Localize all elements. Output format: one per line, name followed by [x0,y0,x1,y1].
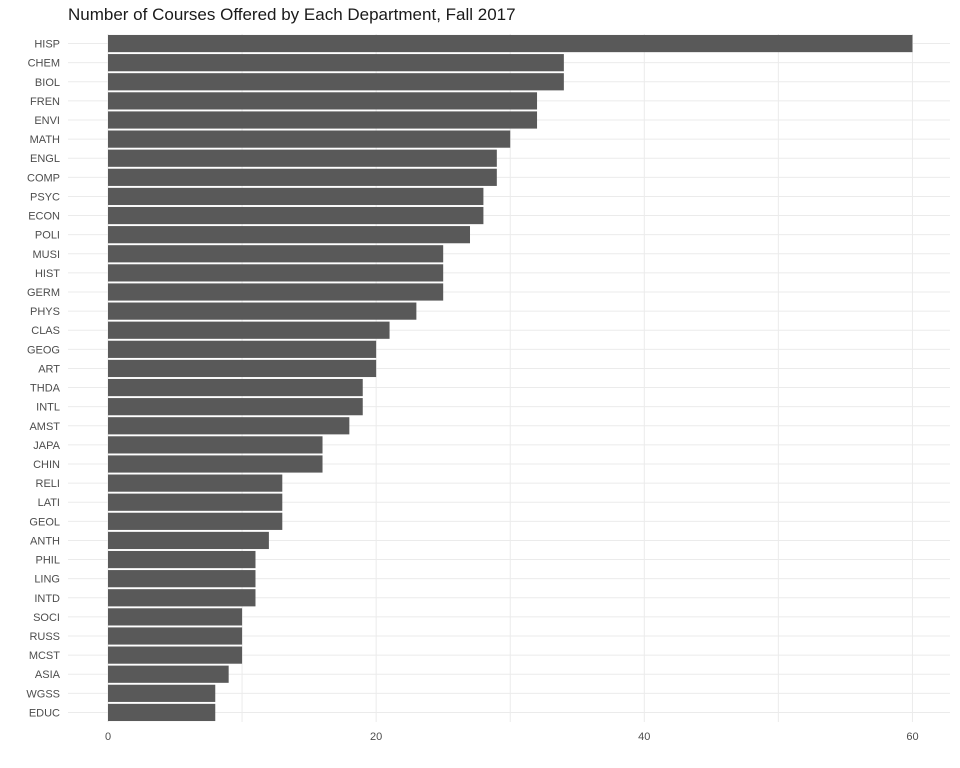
category-label-fren: FREN [30,96,60,108]
category-label-chem: CHEM [28,58,60,70]
bar-biol [108,73,564,91]
category-label-hisp: HISP [34,39,60,51]
bar-wgss [108,684,216,702]
category-label-geol: GEOL [29,516,60,528]
chart-title: Number of Courses Offered by Each Depart… [68,5,516,24]
x-tick-label: 0 [105,731,111,743]
category-label-musi: MUSI [33,249,61,261]
category-label-clas: CLAS [31,325,60,337]
bar-ling [108,570,256,588]
category-label-reli: RELI [36,478,60,490]
bar-intl [108,398,363,416]
x-tick-label: 20 [370,731,382,743]
bar-envi [108,111,538,129]
bar-hisp [108,34,913,53]
category-label-phys: PHYS [30,306,60,318]
category-label-comp: COMP [27,172,60,184]
category-label-hist: HIST [35,268,60,280]
bar-lati [108,493,283,511]
category-labels: HISP CHEM BIOL FREN ENVI MATH ENGL COMP PSYC ECON… [26,39,60,720]
category-label-econ: ECON [28,211,60,223]
category-label-ling: LING [34,574,60,586]
bar-amst [108,417,350,435]
category-label-russ: RUSS [29,631,60,643]
category-label-geog: GEOG [27,344,60,356]
bar-geog [108,340,377,358]
category-label-intd: INTD [34,593,60,605]
category-label-envi: ENVI [34,115,60,127]
category-label-intl: INTL [36,402,60,414]
bar-phys [108,302,417,320]
bar-soci [108,608,243,626]
category-label-lati: LATI [38,497,60,509]
bar-fren [108,92,538,110]
bar-thda [108,378,363,397]
category-label-amst: AMST [29,421,60,433]
category-label-educ: EDUC [29,707,60,719]
category-label-poli: POLI [35,230,60,242]
bar-chem [108,54,564,72]
bar-mcst [108,646,243,664]
category-label-germ: GERM [27,287,60,299]
bar-comp [108,168,497,186]
category-label-thda: THDA [30,383,61,395]
bar-engl [108,149,497,167]
bar-anth [108,531,269,550]
category-label-engl: ENGL [30,153,60,165]
x-tick-labels: 0 20 40 60 [105,731,919,743]
bar-clas [108,321,390,339]
category-label-math: MATH [30,134,60,146]
bar-japa [108,436,323,454]
category-label-psyc: PSYC [30,191,60,203]
x-tick-label: 60 [906,731,918,743]
bar-hist [108,264,444,282]
bar-poli [108,226,471,244]
bar-psyc [108,187,484,206]
category-label-chin: CHIN [33,459,60,471]
category-label-mcst: MCST [29,650,60,662]
bar-russ [108,627,243,645]
category-label-wgss: WGSS [26,688,60,700]
x-tick-label: 40 [638,731,650,743]
bar-geol [108,512,283,530]
bar-phil [108,550,256,569]
category-label-art: ART [38,363,60,375]
category-label-soci: SOCI [33,612,60,624]
bar-musi [108,245,444,263]
bar-math [108,130,511,148]
category-label-biol: BIOL [35,77,60,89]
bar-educ [108,703,216,722]
bar-chin [108,455,323,473]
category-label-asia: ASIA [35,669,61,681]
bar-reli [108,474,283,492]
bars [108,34,913,722]
bar-intd [108,589,256,607]
bar-asia [108,665,229,683]
bar-germ [108,283,444,301]
bar-art [108,359,377,378]
category-label-anth: ANTH [30,535,60,547]
bar-econ [108,206,484,225]
category-label-phil: PHIL [36,555,60,567]
category-label-japa: JAPA [33,440,60,452]
